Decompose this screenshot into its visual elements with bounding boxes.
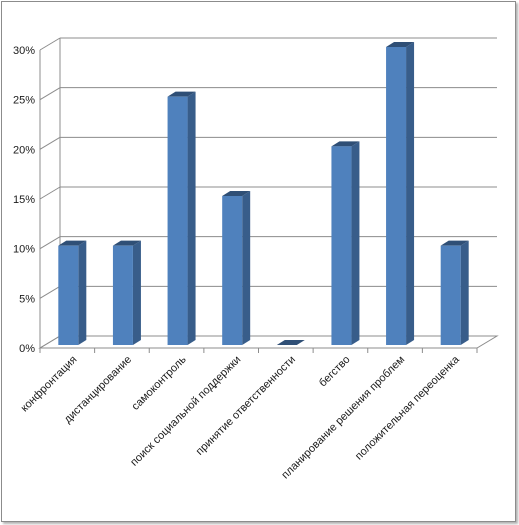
gridlines: [39, 37, 497, 349]
gridline-side: [39, 236, 61, 250]
x-category-label: поиск социальной поддержки: [128, 354, 243, 469]
y-tick-label: 15%: [13, 194, 35, 206]
x-category-label: конфронтация: [19, 354, 80, 415]
x-category-label: принятие ответственности: [194, 354, 298, 458]
bar-top: [440, 240, 469, 246]
bar: [167, 91, 196, 346]
y-tick-label: 20%: [13, 144, 35, 156]
bar-side: [460, 240, 469, 345]
bar: [386, 42, 415, 345]
bar-top: [112, 240, 141, 246]
bar: [440, 240, 469, 345]
bar-front: [386, 47, 407, 345]
bar-top: [276, 340, 305, 345]
y-tick-label: 25%: [13, 95, 35, 107]
bar-top: [331, 141, 360, 147]
y-tick-label: 30%: [13, 45, 35, 57]
bar-top: [58, 240, 87, 246]
gridline-side: [39, 186, 61, 200]
gridline-side: [39, 136, 61, 150]
gridline-side: [39, 285, 61, 299]
y-tick-label: 10%: [13, 244, 35, 256]
floor: [38, 335, 499, 349]
bar: [276, 340, 305, 345]
gridline-side: [39, 37, 61, 51]
bar-side: [351, 141, 360, 345]
bar-top: [167, 91, 196, 97]
y-tick-label: 5%: [19, 293, 35, 305]
bar-front: [222, 196, 243, 345]
bar-top: [222, 191, 251, 196]
bar: [222, 191, 251, 345]
bar: [112, 240, 141, 345]
bar-side: [406, 42, 415, 345]
bar: [331, 141, 360, 345]
x-category-label: бегство: [317, 354, 353, 390]
bar-front: [58, 245, 79, 345]
bar-front: [112, 245, 133, 345]
bars: [58, 42, 469, 346]
bar-side: [132, 240, 141, 345]
bar-side: [78, 240, 87, 345]
x-category-label: положительная переоценка: [353, 353, 462, 462]
bar-side: [187, 91, 196, 346]
bar-front: [167, 96, 188, 346]
y-tick-label: 0%: [19, 343, 35, 355]
x-category-label: планирование решения проблем: [279, 354, 407, 482]
gridline-side: [39, 87, 61, 101]
bar-front: [331, 146, 352, 345]
bar-front: [440, 245, 461, 345]
bar: [58, 240, 87, 345]
x-category-label: самоконтроль: [130, 353, 189, 412]
bar-top: [386, 42, 415, 47]
bar-side: [242, 191, 251, 345]
axes: [38, 38, 499, 353]
